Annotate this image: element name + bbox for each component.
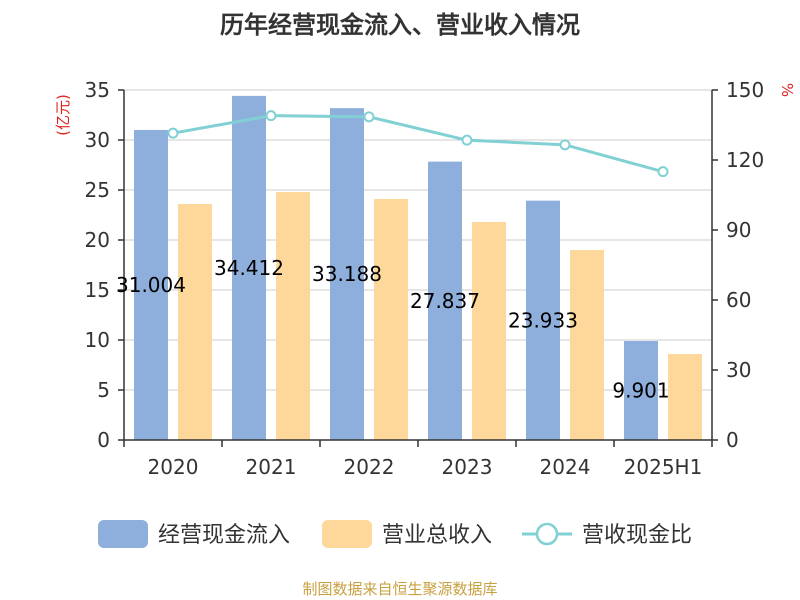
bar-cash-inflow-2020	[134, 129, 168, 440]
y-left-tick-label: 10	[85, 328, 110, 352]
y-left-unit: (亿元)	[54, 94, 72, 136]
ratio-point-2025H1	[657, 166, 669, 178]
y-left-tick-label: 0	[97, 428, 110, 452]
x-tick-label: 2020	[148, 455, 199, 479]
bar-cash-inflow-2021	[232, 95, 266, 440]
ratio-point-2022	[363, 111, 375, 123]
chart-title: 历年经营现金流入、营业收入情况	[220, 11, 580, 39]
x-tick-label: 2022	[344, 455, 395, 479]
bar-revenue-2024	[570, 250, 604, 440]
ratio-point-2021	[265, 110, 277, 122]
ratio-line-path	[172, 114, 664, 174]
data-label-2024: 23.933	[508, 308, 578, 332]
bars	[134, 95, 702, 441]
bar-cash-inflow-2024	[526, 200, 560, 440]
ratio-point-2020	[167, 127, 179, 139]
data-label-2021: 34.412	[214, 256, 284, 280]
bar-cash-inflow-2022	[330, 108, 364, 441]
y-left-tick-label: 25	[85, 178, 110, 202]
y-right-tick-label: 60	[726, 288, 751, 312]
bar-cash-inflow-2023	[428, 161, 462, 440]
legend-swatch-cash-inflow	[98, 520, 148, 548]
y-right-tick-label: 120	[726, 148, 764, 172]
data-label-2023: 27.837	[410, 289, 480, 313]
data-label-2022: 33.188	[312, 262, 382, 286]
ratio-point-2023	[461, 134, 473, 146]
y-right-unit: %	[778, 83, 796, 97]
y-left-tick-label: 20	[85, 228, 110, 252]
legend-label-cash-inflow: 经营现金流入	[158, 523, 290, 548]
ratio-point-2024	[559, 139, 571, 151]
bar-revenue-2022	[374, 199, 408, 440]
x-tick-label: 2025H1	[624, 455, 703, 479]
bar-cash-inflow-2025H1	[624, 340, 658, 440]
bar-revenue-2023	[472, 222, 506, 440]
data-label-2020: 31.004	[116, 273, 186, 297]
gridlines	[124, 89, 712, 391]
bar-revenue-2020	[178, 204, 212, 440]
legend-swatch-revenue	[322, 520, 372, 548]
x-tick-label: 2023	[442, 455, 493, 479]
y-right-tick-label: 0	[726, 428, 739, 452]
y-right-tick-label: 30	[726, 358, 751, 382]
legend-label-revenue: 营业总收入	[382, 523, 492, 548]
y-left-tick-label: 5	[97, 378, 110, 402]
data-labels: 31.004 34.412 33.188 27.837 23.933 9.901	[116, 256, 670, 403]
y-right-tick-label: 150	[726, 78, 764, 102]
axes: 0 5 10 15 20 25 30 35 0 30 60 90 120 150 2020 2021 2022 2…	[85, 78, 765, 479]
data-label-2025H1: 9.901	[612, 378, 669, 402]
legend-swatch-ratio-marker	[535, 522, 559, 546]
legend: 经营现金流入 营业总收入 营收现金比	[98, 520, 692, 548]
y-left-tick-label: 15	[85, 278, 110, 302]
x-tick-label: 2021	[246, 455, 297, 479]
ratio-line	[167, 110, 669, 178]
bar-revenue-2021	[276, 192, 310, 440]
legend-label-ratio: 营收现金比	[582, 523, 692, 548]
y-left-tick-label: 35	[85, 78, 110, 102]
bar-revenue-2025H1	[668, 354, 702, 440]
y-right-tick-label: 90	[726, 218, 751, 242]
x-tick-label: 2024	[540, 455, 591, 479]
source-note: 制图数据来自恒生聚源数据库	[302, 580, 497, 598]
y-left-tick-label: 30	[85, 128, 110, 152]
